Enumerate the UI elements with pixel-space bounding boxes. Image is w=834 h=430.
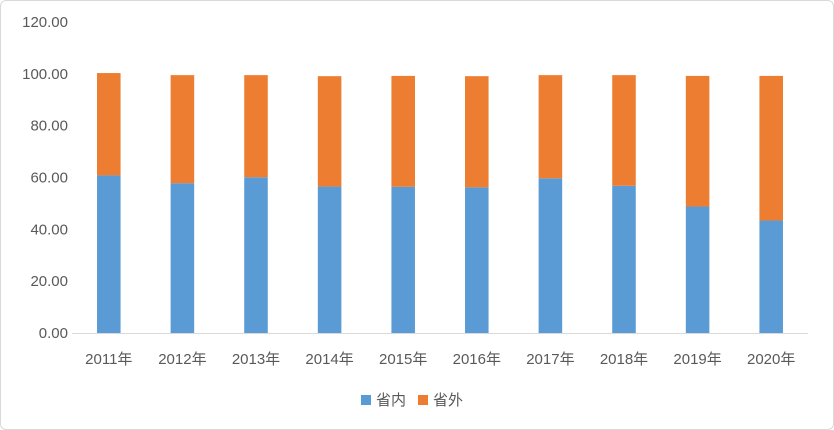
bar-outside-1	[97, 73, 121, 176]
bar-outside-8	[612, 75, 636, 186]
x-tick-label: 2013年	[232, 351, 280, 368]
bar-inside-1	[97, 175, 121, 333]
bar-inside-10	[759, 220, 783, 333]
y-tick-label: 80.00	[30, 118, 68, 135]
y-tick-label: 60.00	[30, 170, 68, 187]
bar-outside-5	[391, 75, 415, 187]
y-tick-label: 100.00	[22, 66, 68, 83]
bar-inside-8	[612, 185, 636, 333]
bar-inside-9	[685, 206, 710, 333]
y-tick-label: 120.00	[22, 14, 68, 31]
y-tick-label: 40.00	[30, 221, 68, 238]
x-tick-label: 2020年	[747, 351, 795, 368]
bar-inside-3	[244, 177, 268, 333]
bar-outside-10	[759, 75, 783, 221]
legend-label-1: 省内	[376, 392, 406, 409]
x-tick-label: 2011年	[85, 351, 132, 368]
legend-swatch-2	[418, 395, 428, 405]
bar-inside-7	[538, 178, 563, 333]
bar-outside-9	[685, 75, 710, 207]
legend: 省内 省外	[361, 392, 463, 409]
bar-inside-5	[391, 186, 415, 333]
legend-swatch-1	[361, 395, 371, 405]
x-tick-label: 2012年	[158, 351, 206, 368]
y-tick-label: 20.00	[30, 273, 68, 290]
bar-outside-7	[538, 75, 563, 179]
y-tick-label: 0.00	[39, 325, 68, 342]
bar-inside-6	[465, 187, 489, 333]
bars-group	[97, 73, 783, 333]
x-axis-ticks: 2011年 2012年 2013年 2014年 2015年 2016年 2017年 2018年…	[85, 351, 795, 368]
x-tick-label: 2015年	[379, 351, 427, 368]
x-tick-label: 2014年	[305, 351, 353, 368]
x-tick-label: 2017年	[526, 351, 574, 368]
bar-outside-6	[465, 76, 489, 188]
bar-outside-3	[244, 75, 268, 178]
bar-outside-2	[170, 75, 195, 184]
legend-label-2: 省外	[433, 392, 463, 409]
bar-inside-4	[317, 186, 342, 333]
bar-outside-4	[317, 76, 342, 187]
x-tick-label: 2018年	[600, 351, 648, 368]
y-axis-ticks: 0.00 20.00 40.00 60.00 80.00 100.00 120.00	[22, 14, 68, 342]
bar-inside-2	[170, 183, 195, 333]
x-tick-label: 2016年	[453, 351, 501, 368]
x-tick-label: 2019年	[673, 351, 721, 368]
